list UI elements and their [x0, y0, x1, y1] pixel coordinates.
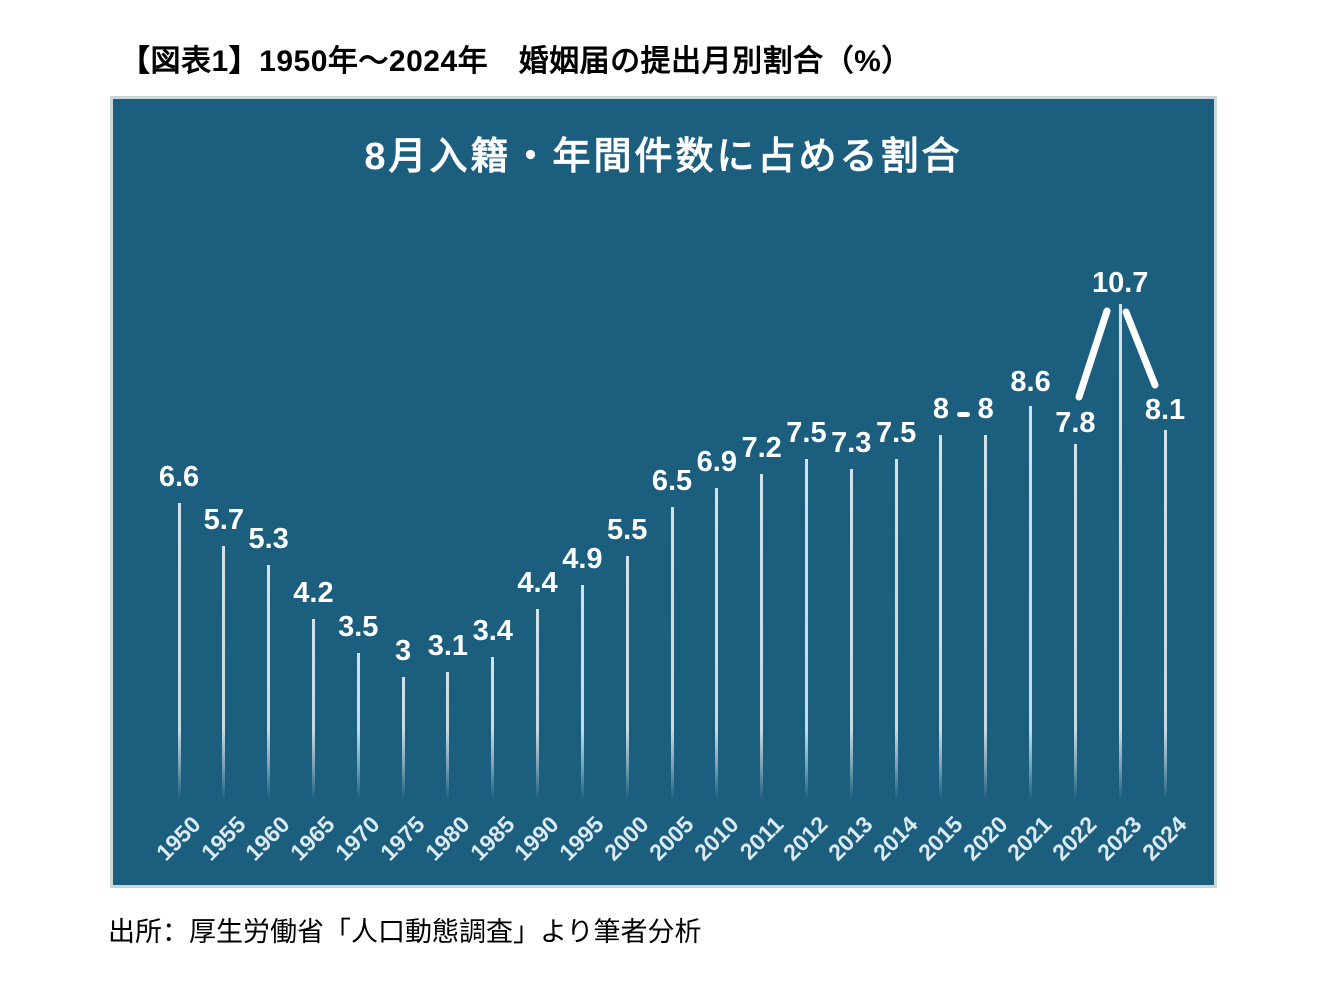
bar-1995: [580, 584, 584, 800]
x-axis-label-2013: 2013: [823, 811, 878, 866]
x-axis-label-1995: 1995: [554, 811, 609, 866]
bar-2015: [939, 434, 943, 800]
value-label-1980: 3.1: [427, 629, 469, 662]
bar-2010: [715, 488, 719, 800]
bar-1950: [177, 502, 181, 800]
x-axis-label-2010: 2010: [688, 811, 744, 866]
bar-2023: [1118, 304, 1122, 800]
bar-1985: [491, 657, 495, 800]
x-axis-label-1960: 1960: [240, 811, 296, 866]
x-axis-label-2020: 2020: [957, 811, 1013, 866]
x-axis-label-2024: 2024: [1136, 811, 1192, 866]
value-label-2013: 7.3: [831, 426, 872, 459]
bar-2011: [760, 473, 764, 800]
x-axis-label-2014: 2014: [867, 811, 923, 866]
bar-1980: [446, 671, 450, 800]
value-label-2023: 10.7: [1091, 267, 1149, 300]
source-note: 出所：厚生労働省「人口動態調査」より筆者分析: [108, 917, 702, 947]
x-axis-label-2012: 2012: [778, 811, 833, 866]
value-label-2024: 8.1: [1144, 393, 1186, 426]
bar-2000: [625, 555, 629, 800]
x-axis-label-1970: 1970: [330, 811, 385, 866]
bar-2020: [984, 434, 988, 800]
chart-panel: 8月入籍・年間件数に占める割合 6.6 1950 5.7 1955 5.3 1960 4.2…: [113, 99, 1214, 885]
bar-1975: [401, 676, 405, 800]
value-label-2012: 7.5: [786, 417, 827, 449]
value-label-2005: 6.5: [651, 465, 693, 498]
x-axis-label-2023: 2023: [1092, 811, 1147, 866]
value-label-2015: 8: [932, 392, 949, 425]
value-label-2000: 5.5: [607, 513, 648, 546]
value-label-1990: 4.4: [517, 567, 558, 600]
chart-title: 8月入籍・年間件数に占める割合: [364, 136, 963, 178]
value-label-1995: 4.9: [562, 542, 603, 575]
x-axis-label-2021: 2021: [1002, 811, 1057, 866]
bar-2022: [1073, 444, 1077, 800]
value-label-2020: 8: [977, 392, 994, 425]
value-label-1975: 3: [395, 634, 412, 667]
value-label-1955: 5.7: [203, 504, 244, 537]
x-axis-label-2005: 2005: [643, 811, 699, 866]
x-axis-label-2000: 2000: [599, 811, 654, 866]
value-label-1970: 3.5: [338, 610, 379, 643]
bar-1960: [267, 565, 271, 800]
value-label-2010: 6.9: [696, 446, 737, 479]
bar-2024: [1163, 429, 1167, 800]
bar-1990: [536, 609, 540, 800]
x-axis-label-1990: 1990: [509, 811, 564, 866]
value-label-1965: 4.2: [293, 576, 334, 609]
value-label-1960: 5.3: [248, 523, 289, 556]
value-label-2022: 7.8: [1055, 407, 1096, 440]
bar-2005: [670, 507, 674, 800]
x-axis-label-2011: 2011: [734, 811, 789, 865]
value-label-2011: 7.2: [741, 431, 782, 464]
value-label-2021: 8.6: [1010, 365, 1051, 398]
bar-1965: [311, 618, 315, 800]
equal-dash: [957, 412, 970, 417]
x-axis-label-1975: 1975: [374, 811, 430, 866]
x-axis-label-1980: 1980: [419, 811, 475, 866]
value-label-1985: 3.4: [472, 615, 513, 648]
page-title: 【図表1】1950年～2024年 婚姻届の提出月別割合（%）: [120, 45, 912, 78]
bar-1970: [356, 652, 360, 800]
value-label-2014: 7.5: [875, 417, 917, 449]
bar-2013: [849, 468, 853, 800]
x-axis-label-2022: 2022: [1047, 811, 1102, 866]
x-axis-label-1955: 1955: [195, 811, 251, 866]
bar-1955: [222, 546, 226, 800]
x-axis-label-2015: 2015: [912, 811, 968, 866]
bar-2012: [804, 459, 808, 800]
bar-2014: [894, 459, 898, 800]
bar-2021: [1029, 405, 1033, 800]
x-axis-label-1965: 1965: [285, 811, 340, 866]
x-axis-label-1985: 1985: [464, 811, 520, 866]
x-axis-label-1950: 1950: [150, 811, 206, 866]
value-label-1950: 6.6: [158, 460, 200, 493]
